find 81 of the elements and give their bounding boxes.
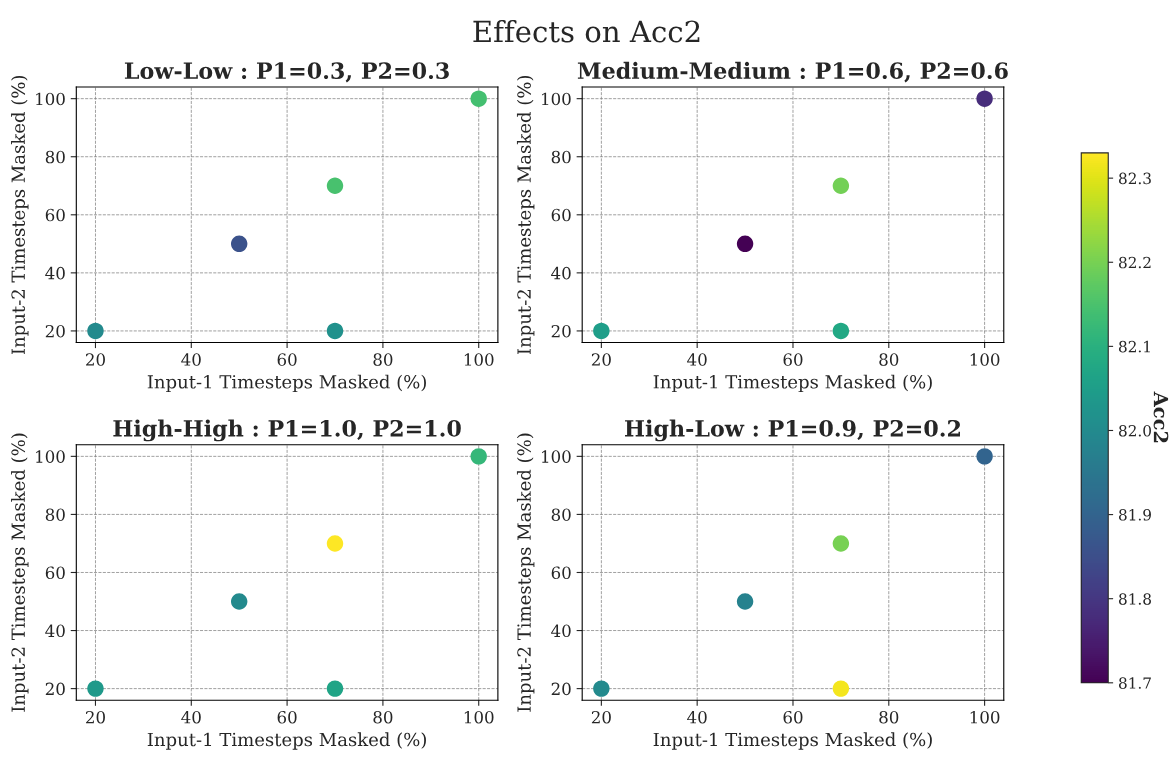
chart-title: High-Low : P1=0.9, P2=0.2 [625,419,960,442]
point [593,680,610,697]
x-tick-label: 100 [970,710,1000,724]
x-tick-label: 100 [970,353,1000,366]
y-tick-label: 40 [551,266,571,280]
point [832,535,850,552]
point [470,90,487,107]
y-tick-label: 80 [45,508,65,521]
color-bar-title: Acc2 [1153,391,1169,443]
color-bar-label: 82.1 [1119,340,1150,353]
x-axis-title: Input-1 Timesteps Masked (%) [653,732,932,750]
y-tick-label: 60 [551,208,571,222]
point [832,680,850,697]
color-bar-label: 81.7 [1119,677,1151,689]
y-tick-label: 60 [45,566,65,580]
y-tick-label: 40 [45,624,65,638]
x-axis-title: Input-1 Timesteps Masked (%) [147,732,426,750]
y-tick-label: 20 [551,682,571,696]
x-tick-label: 80 [373,710,393,724]
point [736,593,754,610]
y-tick-label: 80 [551,508,571,521]
point [736,235,754,253]
y-tick-label: 100 [542,92,571,106]
x-axis-title: Input-1 Timesteps Masked (%) [653,374,932,393]
y-tick-label: 60 [551,566,571,580]
color-bar-label: 82.0 [1119,424,1151,437]
x-tick-label: 40 [181,353,201,366]
y-tick-label: 100 [36,450,65,463]
x-tick-label: 60 [277,353,297,366]
point [326,535,344,552]
x-tick-label: 80 [879,353,899,366]
y-axis-title: Input-2 Timesteps Masked (%) [11,433,29,712]
x-tick-label: 20 [591,710,611,724]
point [976,448,993,465]
color-bar-label: 82.2 [1119,256,1151,269]
y-tick-label: 20 [45,682,65,696]
x-tick-label: 20 [86,710,105,724]
point [976,90,993,107]
y-tick-label: 80 [551,150,571,164]
y-tick-label: 100 [36,92,65,106]
y-axis-title: Input-2 Timesteps Masked (%) [516,75,535,355]
x-axis-title: Input-1 Timesteps Masked (%) [147,374,426,393]
x-tick-label: 40 [687,353,707,366]
x-tick-label: 40 [181,710,201,724]
x-tick-label: 80 [879,710,899,724]
chart-title: Low-Low : P1=0.3, P2=0.3 [124,62,449,83]
point [87,322,104,340]
color-bar-label: 82.3 [1119,172,1151,185]
y-tick-label: 40 [551,624,571,638]
y-tick-label: 20 [551,324,571,338]
y-tick-label: 60 [45,208,65,222]
x-tick-label: 20 [86,353,105,366]
x-tick-label: 20 [591,353,611,366]
point [593,322,610,340]
point [326,680,344,697]
color-bar-label: 81.8 [1119,593,1151,605]
chart-title: High-High : P1=1.0, P2=1.0 [113,419,461,442]
point [470,448,487,465]
y-tick-label: 40 [45,266,65,280]
y-tick-label: 20 [45,324,65,338]
x-tick-label: 60 [783,710,803,724]
x-tick-label: 100 [464,353,494,366]
x-tick-label: 80 [373,353,393,366]
point [230,593,248,610]
y-tick-label: 100 [542,450,571,463]
chart-title: Medium-Medium : P1=0.6, P2=0.6 [577,61,1008,83]
point [832,322,850,340]
y-axis-title: Input-2 Timesteps Masked (%) [11,75,29,355]
x-tick-label: 100 [464,710,494,724]
point [87,680,104,697]
point [832,177,850,194]
x-tick-label: 60 [277,710,297,724]
x-tick-label: 40 [687,710,707,724]
x-tick-label: 60 [783,353,803,366]
color-bar-label: 81.9 [1119,509,1151,521]
y-axis-title: Input-2 Timesteps Masked (%) [516,433,535,712]
point [326,322,344,340]
text: Effects on Acc2 [473,19,700,43]
point [230,235,248,253]
y-tick-label: 80 [45,150,65,164]
point [326,177,344,194]
